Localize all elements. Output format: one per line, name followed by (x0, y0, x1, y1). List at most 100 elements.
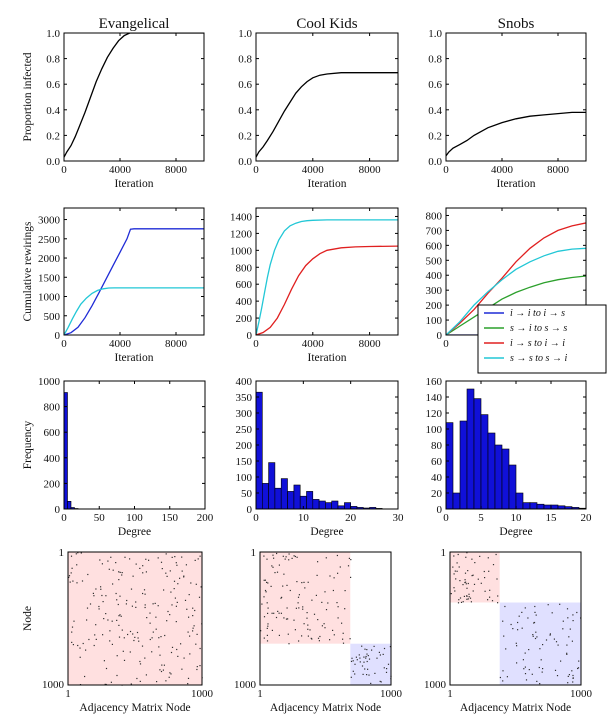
adjacency-evangelical-edge-dot (124, 556, 126, 558)
adjacency-snobs-edge-dot (487, 599, 489, 601)
rewirings-coolkids-ytick-label: 800 (236, 262, 253, 274)
infected-evangelical-xtick-label: 8000 (165, 164, 188, 176)
degree-evangelical-xtick-label: 150 (162, 512, 179, 524)
adjacency-coolkids-edge-dot (313, 613, 316, 615)
adjacency-snobs-edge-dot (540, 659, 542, 661)
adjacency-evangelical-edge-dot (181, 570, 183, 572)
adjacency-snobs-edge-dot (467, 598, 469, 600)
adjacency-coolkids-edge-dot (298, 640, 300, 642)
adjacency-snobs-xtick-label: 1 (447, 688, 453, 700)
adjacency-snobs-edge-dot (457, 602, 460, 604)
adjacency-snobs-edge-dot (534, 605, 536, 608)
adjacency-coolkids-edge-dot (287, 633, 289, 635)
adjacency-snobs-edge-dot (535, 631, 537, 633)
rewirings-coolkids-ytick-label: 0 (247, 330, 253, 342)
adjacency-snobs-edge-dot (521, 611, 523, 613)
adjacency-snobs-edge-dot (533, 621, 536, 624)
adjacency-evangelical-edge-dot (196, 633, 198, 635)
degree-coolkids-bar (268, 462, 276, 510)
adjacency-evangelical-edge-dot (131, 605, 133, 607)
adjacency-snobs-edge-dot (512, 628, 514, 630)
adjacency-snobs-edge-dot (517, 629, 519, 631)
adjacency-coolkids-edge-dot (333, 577, 335, 579)
degree-coolkids-bar (255, 391, 263, 510)
degree-coolkids-bar (344, 502, 351, 510)
adjacency-coolkids-edge-dot (263, 616, 266, 618)
adjacency-coolkids-edge-dot (352, 660, 354, 662)
adjacency-evangelical-edge-dot (89, 603, 92, 605)
adjacency-evangelical-edge-dot (109, 630, 111, 632)
adjacency-evangelical-edge-dot (152, 603, 154, 605)
adjacency-snobs-edge-dot (547, 604, 549, 606)
adjacency-evangelical-edge-dot (152, 631, 154, 633)
degree-snobs-bar (550, 504, 559, 510)
infected-evangelical-ytick-label: 0.4 (46, 105, 60, 117)
adjacency-coolkids-edge-dot (342, 638, 344, 640)
adjacency-coolkids-edge-dot (366, 660, 368, 663)
adjacency-snobs-edge-dot (577, 667, 580, 669)
column-title-evangelical: Evangelical (99, 16, 170, 32)
adjacency-coolkids-edge-dot (302, 606, 304, 608)
adjacency-snobs-edge-dot (553, 638, 555, 640)
infected-snobs-ytick-label: 0.8 (428, 54, 442, 66)
adjacency-coolkids-edge-dot (291, 557, 293, 559)
adjacency-coolkids-edge-dot (266, 640, 269, 642)
adjacency-evangelical-edge-dot (102, 601, 104, 603)
adjacency-evangelical-edge-dot (199, 647, 201, 650)
adjacency-coolkids-edge-dot (260, 630, 262, 632)
adjacency-coolkids-edge-dot (298, 607, 300, 609)
adjacency-evangelical-edge-dot (169, 614, 171, 616)
adjacency-evangelical-edge-dot (132, 633, 134, 635)
adjacency-snobs-edge-dot (524, 607, 526, 609)
adjacency-coolkids-edge-dot (270, 585, 272, 587)
adjacency-coolkids-edge-dot (277, 610, 279, 612)
adjacency-evangelical-edge-dot (123, 637, 125, 639)
adjacency-evangelical-edge-dot (116, 599, 118, 601)
adjacency-snobs-edge-dot (454, 570, 456, 572)
adjacency-snobs-community-block (499, 602, 581, 685)
adjacency-evangelical-edge-dot (158, 646, 160, 648)
degree-evangelical-ytick-label: 0 (55, 504, 61, 516)
adjacency-evangelical-edge-dot (119, 571, 121, 573)
adjacency-evangelical-edge-dot (125, 603, 127, 605)
adjacency-evangelical-edge-dot (111, 643, 113, 645)
adjacency-coolkids-edge-dot (364, 648, 366, 650)
adjacency-coolkids-edge-dot (332, 629, 334, 631)
adjacency-evangelical-edge-dot (144, 593, 146, 595)
adjacency-snobs-edge-dot (571, 640, 573, 642)
degree-coolkids-ytick-label: 100 (236, 472, 253, 484)
adjacency-evangelical-edge-dot (105, 667, 108, 670)
adjacency-evangelical-edge-dot (68, 575, 71, 577)
adjacency-coolkids-edge-dot (267, 612, 269, 614)
degree-snobs-xlabel: Degree (499, 526, 532, 538)
adjacency-coolkids-ytick-label: 1000 (234, 679, 257, 691)
adjacency-coolkids-edge-dot (266, 558, 268, 560)
adjacency-evangelical-edge-dot (145, 571, 147, 573)
adjacency-coolkids-edge-dot (332, 589, 334, 592)
adjacency-evangelical-edge-dot (118, 636, 121, 638)
adjacency-snobs-edge-dot (466, 595, 468, 597)
adjacency-evangelical-edge-dot (80, 552, 82, 554)
degree-coolkids-bar (325, 502, 332, 510)
infected-evangelical-ytick-label: 0.8 (46, 54, 60, 66)
adjacency-snobs-edge-dot (528, 669, 530, 671)
adjacency-snobs-edge-dot (559, 603, 561, 605)
adjacency-coolkids-edge-dot (275, 616, 278, 619)
adjacency-evangelical-edge-dot (117, 603, 119, 606)
adjacency-evangelical-edge-dot (196, 668, 198, 671)
rewirings-snobs-ytick-label: 700 (426, 225, 443, 237)
adjacency-evangelical-xtick-label: 1000 (191, 688, 214, 700)
adjacency-evangelical-edge-dot (139, 663, 142, 665)
infected-coolkids-frame (255, 32, 399, 162)
adjacency-evangelical-edge-dot (100, 586, 102, 588)
adjacency-coolkids-edge-dot (266, 602, 268, 604)
adjacency-snobs-edge-dot (572, 674, 574, 677)
adjacency-evangelical-ytick-label: 1000 (42, 679, 65, 691)
degree-snobs-bar (480, 414, 489, 510)
rewirings-snobs-ytick-label: 200 (426, 300, 443, 312)
adjacency-snobs-edge-dot (532, 635, 534, 637)
adjacency-snobs-edge-dot (568, 636, 570, 638)
adjacency-coolkids-edge-dot (348, 557, 350, 559)
